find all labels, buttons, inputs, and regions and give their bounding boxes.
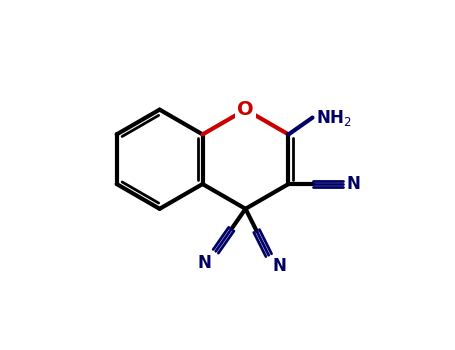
Text: N: N (346, 175, 360, 193)
Text: NH$_2$: NH$_2$ (316, 107, 352, 128)
Text: O: O (237, 100, 254, 119)
Text: N: N (197, 253, 211, 272)
Text: N: N (273, 258, 286, 275)
